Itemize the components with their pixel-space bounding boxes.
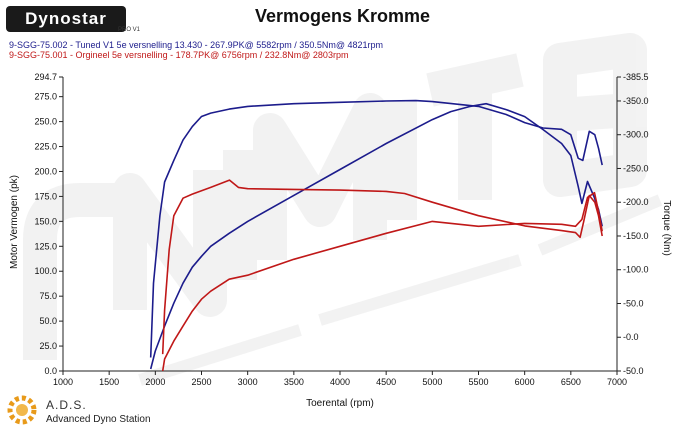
- series-line-3: [161, 179, 603, 355]
- y-tick-label: 75.0: [39, 291, 57, 301]
- y2-tick-label: -150.0: [623, 231, 649, 241]
- y-tick-label: 200.0: [34, 166, 57, 176]
- y-tick-label: 0.0: [44, 366, 57, 376]
- y2-tick-label: -50.0: [623, 366, 644, 376]
- y-tick-label: 150.0: [34, 216, 57, 226]
- y2-axis-label: Torque (Nm): [661, 200, 672, 256]
- y-axis-label: Motor Vermogen (pk): [9, 175, 20, 269]
- y-tick-label: 50.0: [39, 316, 57, 326]
- x-tick-label: 5500: [468, 377, 488, 387]
- footer-subtitle: Advanced Dyno Station: [46, 414, 151, 425]
- dynostar-logo: Dynostar: [6, 6, 126, 32]
- x-tick-label: 3000: [238, 377, 258, 387]
- series-line-1: [149, 99, 603, 358]
- y2-tick-label: -350.0: [623, 96, 649, 106]
- x-tick-label: 4000: [330, 377, 350, 387]
- y2-tick-label: -50.0: [623, 298, 644, 308]
- x-tick-label: 4500: [376, 377, 396, 387]
- chart-title: Vermogens Kromme: [254, 6, 431, 26]
- y2-axis-ticks: -50.0 -0.0 -50.0 -100.0 -150.0 -200.0 -250.0 -3…: [617, 72, 649, 376]
- y-tick-label: 125.0: [34, 241, 57, 251]
- logo-subtext: PRO V1: [118, 27, 141, 33]
- y2-tick-label: -250.0: [623, 163, 649, 173]
- x-tick-label: 6000: [515, 377, 535, 387]
- x-tick-label: 7000: [607, 377, 627, 387]
- watermark-logo: [23, 33, 663, 386]
- x-tick-label: 5000: [422, 377, 442, 387]
- x-tick-label: 1500: [99, 377, 119, 387]
- series-line-0: [149, 102, 603, 370]
- y-tick-label: 225.0: [34, 142, 57, 152]
- y-axis-ticks: 0.0 25.0 50.0 75.0 100.0 125.0 150.0 175.0 200.0…: [34, 72, 63, 376]
- y2-tick-label: -200.0: [623, 197, 649, 207]
- x-tick-label: 6500: [561, 377, 581, 387]
- y-tick-label: 250.0: [34, 117, 57, 127]
- y2-tick-label: -385.5: [623, 72, 649, 82]
- y2-tick-label: -100.0: [623, 265, 649, 275]
- y-tick-label: 175.0: [34, 191, 57, 201]
- series-line-2: [161, 191, 603, 372]
- x-tick-label: 2000: [145, 377, 165, 387]
- chart-series: [149, 99, 603, 372]
- y2-tick-label: -300.0: [623, 130, 649, 140]
- legend-entry-original: 9-SGG-75.001 - Orgineel 5e versnelling -…: [9, 50, 349, 60]
- y-tick-label: 25.0: [39, 341, 57, 351]
- x-tick-label: 2500: [191, 377, 211, 387]
- y2-tick-label: -0.0: [623, 332, 639, 342]
- x-axis-ticks: 1000 1500 2000 2500 3000 3500 4000 4500 5000 5500…: [53, 371, 627, 387]
- x-tick-label: 3500: [284, 377, 304, 387]
- ads-logo-icon: [7, 395, 37, 425]
- x-axis-label: Toerental (rpm): [306, 398, 374, 409]
- y-tick-label: 275.0: [34, 92, 57, 102]
- legend-entry-tuned: 9-SGG-75.002 - Tuned V1 5e versnelling 1…: [9, 40, 383, 50]
- y-tick-label: 294.7: [34, 72, 57, 82]
- footer-brand: A.D.S.: [46, 398, 87, 412]
- y-tick-label: 100.0: [34, 266, 57, 276]
- x-tick-label: 1000: [53, 377, 73, 387]
